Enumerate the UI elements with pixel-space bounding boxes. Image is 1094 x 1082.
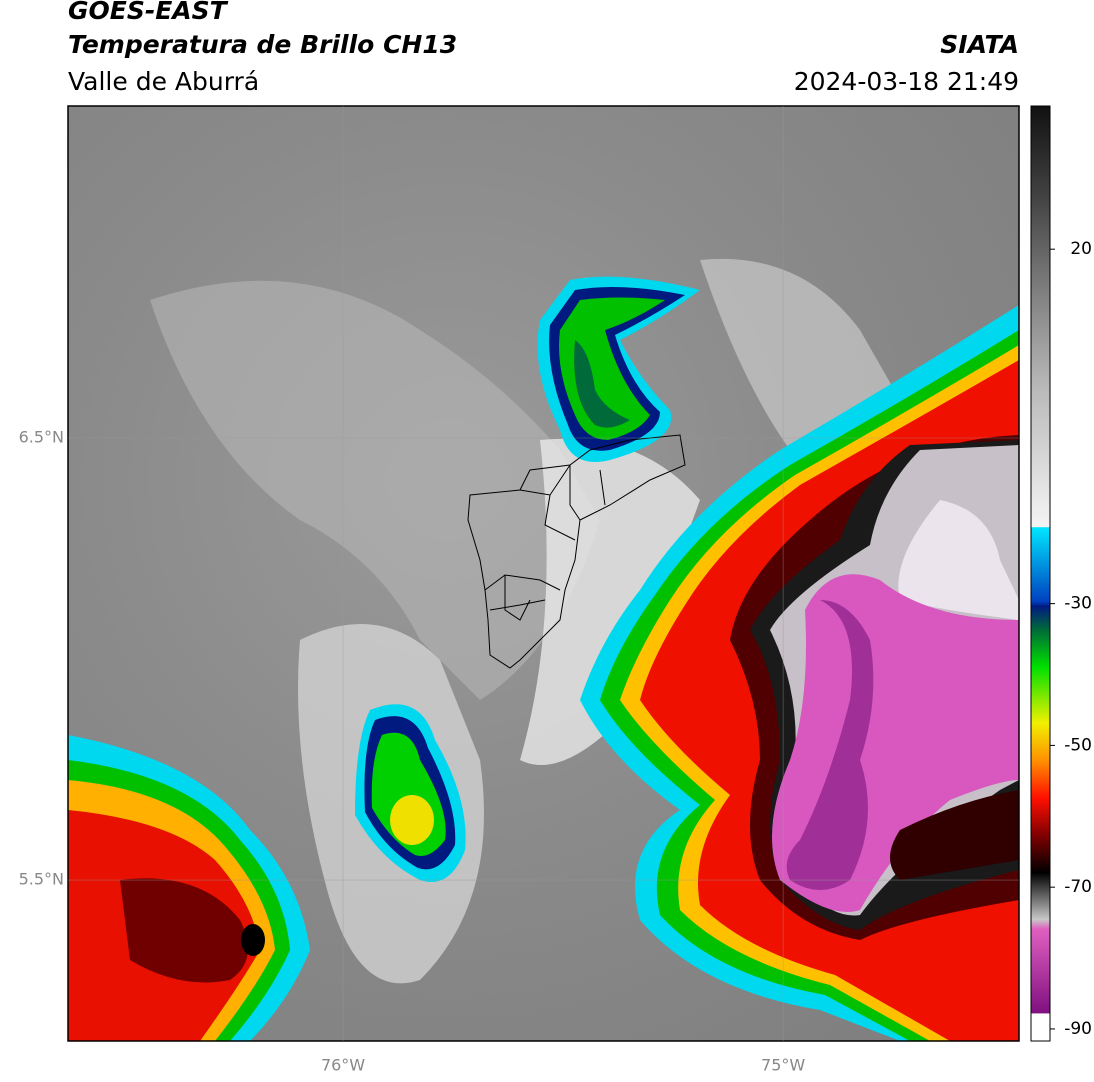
region: Valle de Aburrá — [68, 67, 259, 96]
colorbar-tick-label: 20 — [1070, 239, 1092, 259]
source: SIATA — [940, 30, 1019, 59]
x-tick-label: 75°W — [761, 1056, 805, 1075]
colorbar-tick-label: -30 — [1064, 594, 1092, 614]
x-tick-label: 76°W — [321, 1056, 365, 1075]
colorbar-ticks: 20 -30 -50 -70 -90 — [1050, 239, 1092, 1039]
colorbar-tick-label: -70 — [1064, 877, 1092, 897]
y-tick-label: 6.5°N — [19, 428, 64, 447]
colorbar-tick-label: -50 — [1064, 735, 1092, 755]
colorbar — [1030, 105, 1051, 1042]
map-ticks: 76°W 75°W 6.5°N 5.5°N — [19, 106, 1019, 1075]
subtitle: Temperatura de Brillo CH13 — [68, 30, 457, 59]
boundaries — [467, 434, 686, 669]
title: GOES-EAST — [68, 0, 229, 25]
satellite-image — [68, 106, 1019, 1041]
y-tick-label: 5.5°N — [19, 870, 64, 889]
map-frame — [67, 105, 1020, 1042]
datetime: 2024-03-18 21:49 — [794, 67, 1019, 96]
colorbar-tick-label: -90 — [1064, 1019, 1092, 1039]
